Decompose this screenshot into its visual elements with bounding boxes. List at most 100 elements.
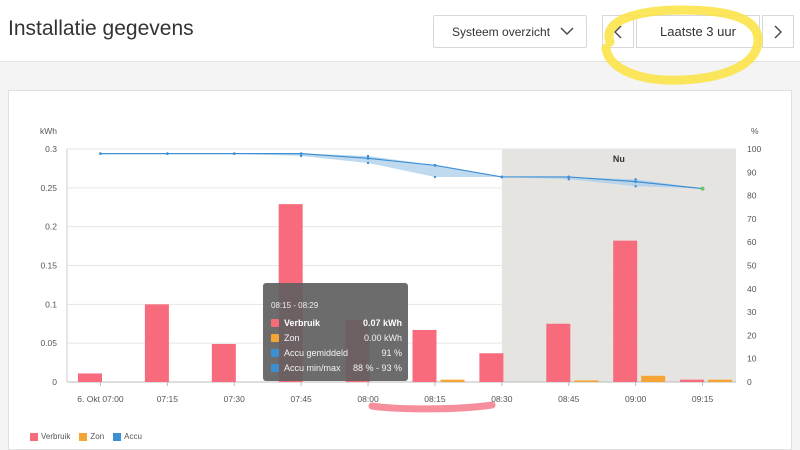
legend-item-verbruik[interactable]: Verbruik — [30, 432, 70, 441]
chevron-down-icon — [560, 27, 574, 35]
accu-range-band — [100, 153, 703, 189]
view-select[interactable]: Systeem overzicht — [433, 15, 587, 48]
y-right-tick-label: 10 — [747, 354, 757, 364]
y-right-unit-label: % — [751, 126, 759, 136]
bar-verbruik — [211, 343, 236, 382]
y-left-tick-label: 0.15 — [40, 261, 57, 271]
chart-card: Nu 0 0.05 0.1 0.15 0.2 0.25 0.3 kWh 0 10 20 30 40 50 60… — [8, 90, 792, 450]
x-tick-label: 6. Okt 07:00 — [77, 394, 124, 404]
tooltip-title: 08:15 - 08:29 — [271, 301, 319, 310]
previous-period-button[interactable] — [602, 15, 634, 48]
y-left-unit-label: kWh — [40, 126, 57, 136]
tooltip-row-zon: Zon 0.00 kWh — [271, 332, 402, 344]
y-left-tick-label: 0.05 — [40, 338, 57, 348]
x-tick-label: 08:45 — [558, 394, 580, 404]
tooltip-value: 91 % — [381, 348, 402, 358]
legend-label: Accu — [124, 432, 142, 441]
accu-point — [700, 186, 705, 191]
y-right-tick-label: 0 — [747, 377, 752, 387]
legend-swatch — [79, 432, 88, 441]
accu-point — [634, 180, 638, 184]
bar-zon — [574, 380, 599, 382]
legend-swatch — [30, 432, 38, 441]
x-tick-label: 09:15 — [692, 394, 714, 404]
accu-line — [100, 153, 703, 190]
accu-point — [299, 152, 303, 156]
y-right-tick-label: 90 — [747, 167, 757, 177]
x-tick-label: 08:15 — [424, 394, 446, 404]
y-right-tick-label: 50 — [747, 261, 757, 271]
bar-verbruik — [613, 240, 638, 382]
view-select-label: Systeem overzicht — [452, 24, 551, 39]
bar-verbruik — [680, 379, 705, 382]
chart-tooltip: 08:15 - 08:29 Verbruik 0.07 kWh Zon 0.00… — [263, 283, 408, 381]
bar-verbruik — [412, 329, 437, 382]
tooltip-row-verbruik: Verbruik 0.07 kWh — [271, 317, 402, 329]
tooltip-row-accu-min-max: Accu min/max 88 % - 93 % — [271, 362, 402, 374]
y-right-tick-label: 20 — [747, 330, 757, 340]
y-right-tick-label: 80 — [747, 191, 757, 201]
legend-label: Verbruik — [41, 432, 71, 441]
accu-swatch — [271, 349, 279, 357]
y-left-tick-label: 0.1 — [45, 299, 57, 309]
legend-swatch — [113, 432, 122, 441]
now-label: Nu — [613, 154, 625, 164]
tooltip-label: Accu min/max — [284, 363, 341, 373]
chevron-left-icon — [614, 25, 622, 38]
tooltip-value: 0.00 kWh — [363, 333, 402, 343]
bar-zon — [708, 379, 733, 382]
tooltip-label: Accu gemiddeld — [284, 348, 349, 358]
y-right-tick-label: 40 — [747, 284, 757, 294]
legend-label: Zon — [90, 432, 105, 441]
y-left-tick-label: 0.2 — [45, 222, 57, 232]
tooltip-value: 88 % - 93 % — [352, 363, 402, 373]
tooltip-label: Verbruik — [284, 318, 321, 328]
accu-max-point — [366, 154, 370, 158]
accu-min-point — [433, 175, 437, 179]
tooltip-row-accu-gemiddeld: Accu gemiddeld 91 % — [271, 347, 402, 359]
bar-zon — [440, 379, 465, 382]
accu-point — [567, 175, 571, 179]
x-tick-label: 09:00 — [625, 394, 647, 404]
bar-verbruik — [144, 304, 169, 382]
x-tick-label: 07:30 — [224, 394, 246, 404]
legend-item-zon[interactable]: Zon — [79, 432, 104, 441]
zon-swatch — [271, 334, 279, 342]
bar-zon — [641, 375, 666, 382]
legend-item-accu[interactable]: Accu — [113, 432, 142, 441]
accu-max-point — [634, 178, 637, 181]
y-right-tick-label: 70 — [747, 214, 757, 224]
bar-verbruik — [479, 353, 504, 382]
chart-legend: Verbruik Zon Accu — [30, 432, 151, 441]
y-right-tick-label: 60 — [747, 237, 757, 247]
accu-point — [500, 175, 504, 179]
y-right-tick-label: 100 — [747, 144, 761, 154]
header-bar: Installatie gegevens Systeem overzicht L… — [0, 0, 800, 62]
x-tick-label: 08:00 — [357, 394, 379, 404]
accu-point — [99, 152, 102, 156]
accu-point — [366, 156, 370, 160]
y-left-tick-label: 0.25 — [40, 183, 57, 193]
accu-min-point — [299, 154, 303, 158]
accu-min-point — [366, 161, 370, 165]
x-tick-label: 07:15 — [157, 394, 179, 404]
bar-verbruik — [78, 373, 102, 382]
tooltip-value: 0.07 kWh — [362, 318, 402, 328]
chevron-right-icon — [774, 25, 782, 38]
accu-point — [165, 152, 169, 156]
y-right-tick-label: 30 — [747, 307, 757, 317]
bar-verbruik — [546, 323, 571, 382]
accu-point — [232, 152, 236, 156]
accu-swatch — [271, 364, 279, 372]
next-period-button[interactable] — [762, 15, 794, 48]
page-title: Installatie gegevens — [8, 17, 194, 40]
verbruik-swatch — [271, 319, 279, 327]
x-tick-label: 08:30 — [491, 394, 513, 404]
accu-point — [433, 163, 437, 167]
period-button[interactable]: Laatste 3 uur — [636, 15, 760, 48]
y-left-tick-label: 0 — [52, 377, 57, 387]
accu-min-point — [634, 185, 637, 188]
tooltip-label: Zon — [284, 333, 300, 343]
accu-min-point — [567, 178, 570, 181]
x-tick-label: 07:45 — [291, 394, 313, 404]
